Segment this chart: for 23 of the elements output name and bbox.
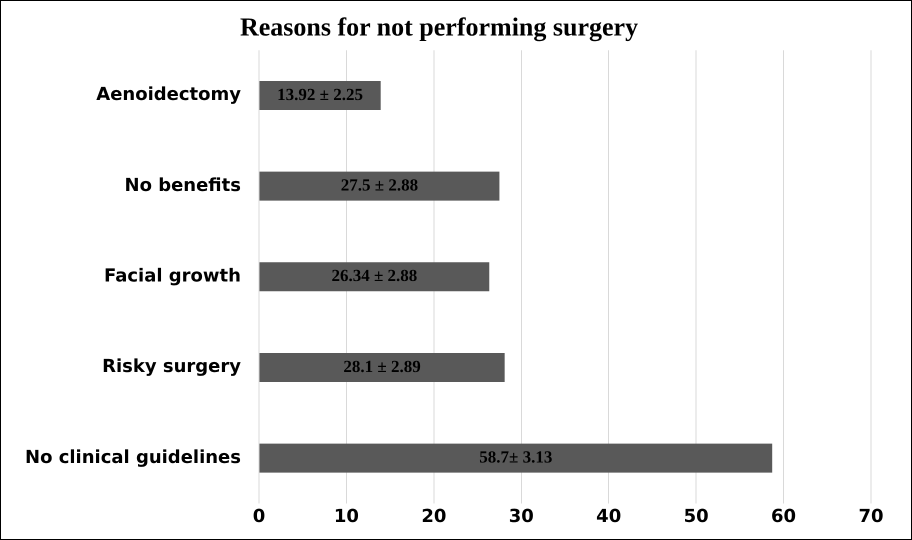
x-tick-label: 60 [771,506,796,527]
data-label: 27.5 ± 2.88 [340,176,418,195]
bar [259,262,490,292]
x-tick-label: 70 [858,506,884,527]
data-label: 58.7± 3.13 [479,447,552,466]
chart-title: Reasons for not performing surgery [240,12,638,42]
data-label: 13.92 ± 2.25 [277,84,364,104]
x-tick-label: 10 [334,506,359,527]
y-tick-label: Facial growth [104,265,241,286]
y-tick-label: Aenoidectomy [96,84,242,106]
bar [259,352,505,382]
y-tick-label: Risky surgery [102,356,242,378]
x-tick-label: 30 [508,506,534,527]
x-tick-label: 40 [596,506,622,527]
y-tick-label: No benefits [124,174,241,196]
x-tick-label: 20 [421,506,446,527]
x-tick-label: 50 [684,506,709,527]
x-tick-label: 0 [252,506,266,527]
data-label: 26.34 ± 2.88 [331,266,418,286]
bar [259,444,772,473]
data-label: 28.1 ± 2.89 [343,356,421,376]
bar [259,172,500,201]
y-tick-label: No clinical guidelines [25,446,241,468]
